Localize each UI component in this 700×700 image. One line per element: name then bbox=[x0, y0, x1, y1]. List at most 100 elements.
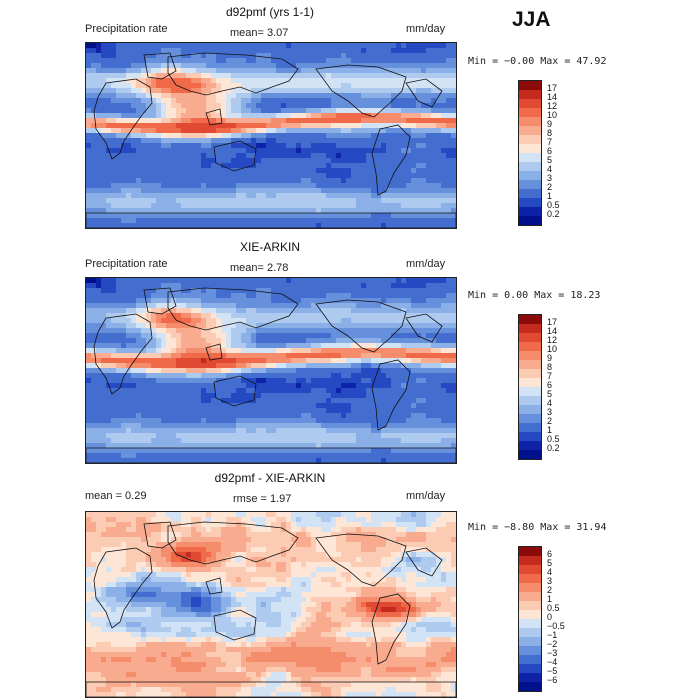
colorbar-tick-label: 2 bbox=[547, 416, 553, 426]
coastline bbox=[143, 287, 177, 315]
coastline bbox=[371, 359, 411, 431]
colorbar bbox=[518, 314, 542, 460]
precip-map bbox=[85, 42, 457, 229]
coastline bbox=[86, 681, 456, 697]
colorbar-swatch bbox=[519, 117, 541, 126]
difference-map bbox=[85, 511, 457, 698]
colorbar-tick-label: 2 bbox=[547, 585, 553, 595]
rmse-stat: rmse = 1.97 bbox=[233, 493, 292, 505]
colorbar-swatch bbox=[519, 144, 541, 153]
colorbar-tick-label: 0.5 bbox=[547, 603, 560, 613]
panel-title: d92pmf - XIE-ARKIN bbox=[214, 471, 326, 485]
colorbar-tick-label: 5 bbox=[547, 389, 553, 399]
coastline bbox=[213, 609, 257, 641]
colorbar-swatch bbox=[519, 565, 541, 574]
coastline bbox=[405, 78, 443, 108]
colorbar-tick-label: 8 bbox=[547, 128, 553, 138]
colorbar-tick-label: 7 bbox=[547, 137, 553, 147]
colorbar-tick-label: 17 bbox=[547, 317, 558, 327]
colorbar-tick-label: 17 bbox=[547, 83, 558, 93]
coastline bbox=[167, 287, 299, 331]
coastline bbox=[167, 521, 299, 565]
colorbar-swatch bbox=[519, 333, 541, 342]
colorbar-swatch bbox=[519, 637, 541, 646]
colorbar-tick-label: 4 bbox=[547, 567, 553, 577]
mean-stat: mean= 3.07 bbox=[230, 27, 289, 39]
coastline bbox=[315, 299, 407, 353]
coastline bbox=[86, 447, 456, 463]
colorbar-swatch bbox=[519, 189, 541, 198]
colorbar-tick-label: 9 bbox=[547, 119, 553, 129]
colorbar-tick-label: 9 bbox=[547, 353, 553, 363]
panel-title: d92pmf (yrs 1-1) bbox=[225, 5, 315, 19]
colorbar-tick-label: 14 bbox=[547, 326, 558, 336]
colorbar-swatch bbox=[519, 360, 541, 369]
colorbar-tick-label: −4 bbox=[547, 657, 558, 667]
season-label: JJA bbox=[512, 8, 551, 31]
colorbar-swatch bbox=[519, 423, 541, 432]
colorbar-tick-label: 14 bbox=[547, 92, 558, 102]
colorbar-swatch bbox=[519, 414, 541, 423]
precip-map bbox=[85, 277, 457, 464]
coastline bbox=[143, 521, 177, 549]
colorbar-swatch bbox=[519, 342, 541, 351]
colorbar-swatch bbox=[519, 180, 541, 189]
min-max-readout: Min = −0.00 Max = 47.92 bbox=[468, 56, 607, 67]
colorbar-tick-label: 3 bbox=[547, 173, 553, 183]
colorbar-tick-label: −2 bbox=[547, 639, 558, 649]
colorbar-tick-label: 0 bbox=[547, 612, 553, 622]
colorbar-swatch bbox=[519, 610, 541, 619]
colorbar-swatch bbox=[519, 556, 541, 565]
colorbar-swatch bbox=[519, 315, 541, 324]
colorbar-tick-label: 0.5 bbox=[547, 434, 560, 444]
colorbar-swatch bbox=[519, 673, 541, 682]
colorbar-tick-label: 1 bbox=[547, 425, 553, 435]
colorbar-tick-label: 0.2 bbox=[547, 209, 560, 219]
colorbar-swatch bbox=[519, 592, 541, 601]
coastline bbox=[213, 375, 257, 407]
colorbar-tick-label: 10 bbox=[547, 110, 558, 120]
colorbar bbox=[518, 546, 542, 692]
colorbar-swatch bbox=[519, 450, 541, 459]
colorbar-tick-label: 2 bbox=[547, 182, 553, 192]
colorbar-tick-label: 1 bbox=[547, 594, 553, 604]
colorbar-swatch bbox=[519, 619, 541, 628]
panel-title: XIE-ARKIN bbox=[239, 240, 300, 254]
colorbar-swatch bbox=[519, 396, 541, 405]
colorbar-swatch bbox=[519, 682, 541, 691]
colorbar-tick-label: 0.2 bbox=[547, 443, 560, 453]
coastline bbox=[371, 593, 411, 665]
colorbar-swatch bbox=[519, 207, 541, 216]
coastline bbox=[93, 313, 153, 395]
colorbar-swatch bbox=[519, 351, 541, 360]
coastline bbox=[167, 52, 299, 96]
colorbar-tick-label: 12 bbox=[547, 335, 558, 345]
coastline bbox=[405, 547, 443, 577]
colorbar-tick-label: 12 bbox=[547, 101, 558, 111]
units-label: mm/day bbox=[406, 23, 446, 35]
colorbar-tick-label: −6 bbox=[547, 675, 558, 685]
colorbar-swatch bbox=[519, 153, 541, 162]
colorbar-swatch bbox=[519, 99, 541, 108]
coastline bbox=[371, 124, 411, 196]
coastline bbox=[143, 52, 177, 80]
colorbar-tick-label: 8 bbox=[547, 362, 553, 372]
coastline bbox=[205, 108, 223, 126]
colorbar-swatch bbox=[519, 432, 541, 441]
colorbar-swatch bbox=[519, 198, 541, 207]
colorbar-swatch bbox=[519, 216, 541, 225]
colorbar-tick-label: 7 bbox=[547, 371, 553, 381]
colorbar-tick-label: 0.5 bbox=[547, 200, 560, 210]
colorbar-tick-label: 10 bbox=[547, 344, 558, 354]
colorbar-swatch bbox=[519, 583, 541, 592]
coastline bbox=[205, 577, 223, 595]
colorbar-swatch bbox=[519, 126, 541, 135]
colorbar-tick-label: −5 bbox=[547, 666, 558, 676]
colorbar-swatch bbox=[519, 655, 541, 664]
coastline bbox=[405, 313, 443, 343]
colorbar-tick-label: 4 bbox=[547, 164, 553, 174]
colorbar-swatch bbox=[519, 441, 541, 450]
variable-label: Precipitation rate bbox=[85, 258, 168, 270]
colorbar-tick-label: 5 bbox=[547, 558, 553, 568]
colorbar-swatch bbox=[519, 324, 541, 333]
